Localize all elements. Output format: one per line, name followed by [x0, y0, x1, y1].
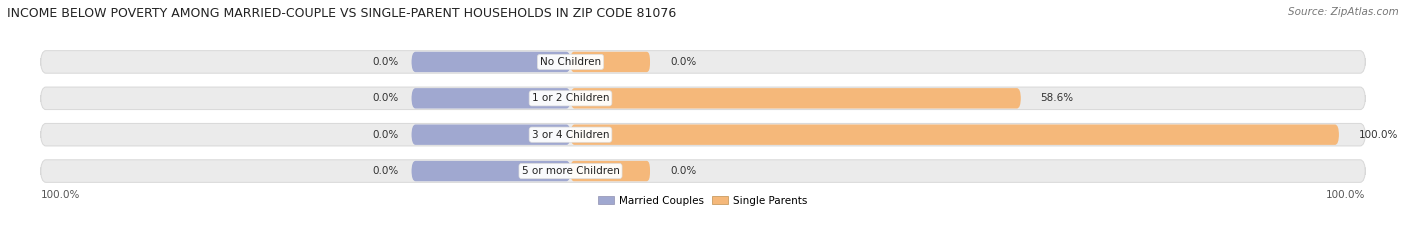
FancyBboxPatch shape [41, 51, 1365, 73]
FancyBboxPatch shape [571, 52, 650, 72]
FancyBboxPatch shape [41, 160, 1365, 182]
FancyBboxPatch shape [412, 161, 571, 181]
Text: Source: ZipAtlas.com: Source: ZipAtlas.com [1288, 7, 1399, 17]
Text: 3 or 4 Children: 3 or 4 Children [531, 130, 609, 140]
FancyBboxPatch shape [412, 88, 571, 109]
Legend: Married Couples, Single Parents: Married Couples, Single Parents [595, 191, 811, 210]
Text: 100.0%: 100.0% [41, 190, 80, 200]
Text: 0.0%: 0.0% [373, 166, 398, 176]
FancyBboxPatch shape [571, 161, 650, 181]
Text: No Children: No Children [540, 57, 602, 67]
Text: 100.0%: 100.0% [1326, 190, 1365, 200]
FancyBboxPatch shape [41, 87, 1365, 110]
FancyBboxPatch shape [412, 124, 571, 145]
Text: 100.0%: 100.0% [1358, 130, 1398, 140]
Text: INCOME BELOW POVERTY AMONG MARRIED-COUPLE VS SINGLE-PARENT HOUSEHOLDS IN ZIP COD: INCOME BELOW POVERTY AMONG MARRIED-COUPL… [7, 7, 676, 20]
Text: 1 or 2 Children: 1 or 2 Children [531, 93, 609, 103]
Text: 0.0%: 0.0% [373, 57, 398, 67]
Text: 0.0%: 0.0% [373, 93, 398, 103]
Text: 5 or more Children: 5 or more Children [522, 166, 620, 176]
Text: 0.0%: 0.0% [373, 130, 398, 140]
FancyBboxPatch shape [571, 88, 1021, 109]
FancyBboxPatch shape [412, 52, 571, 72]
Text: 58.6%: 58.6% [1040, 93, 1074, 103]
Text: 0.0%: 0.0% [669, 57, 696, 67]
FancyBboxPatch shape [41, 123, 1365, 146]
Text: 0.0%: 0.0% [669, 166, 696, 176]
FancyBboxPatch shape [571, 124, 1339, 145]
